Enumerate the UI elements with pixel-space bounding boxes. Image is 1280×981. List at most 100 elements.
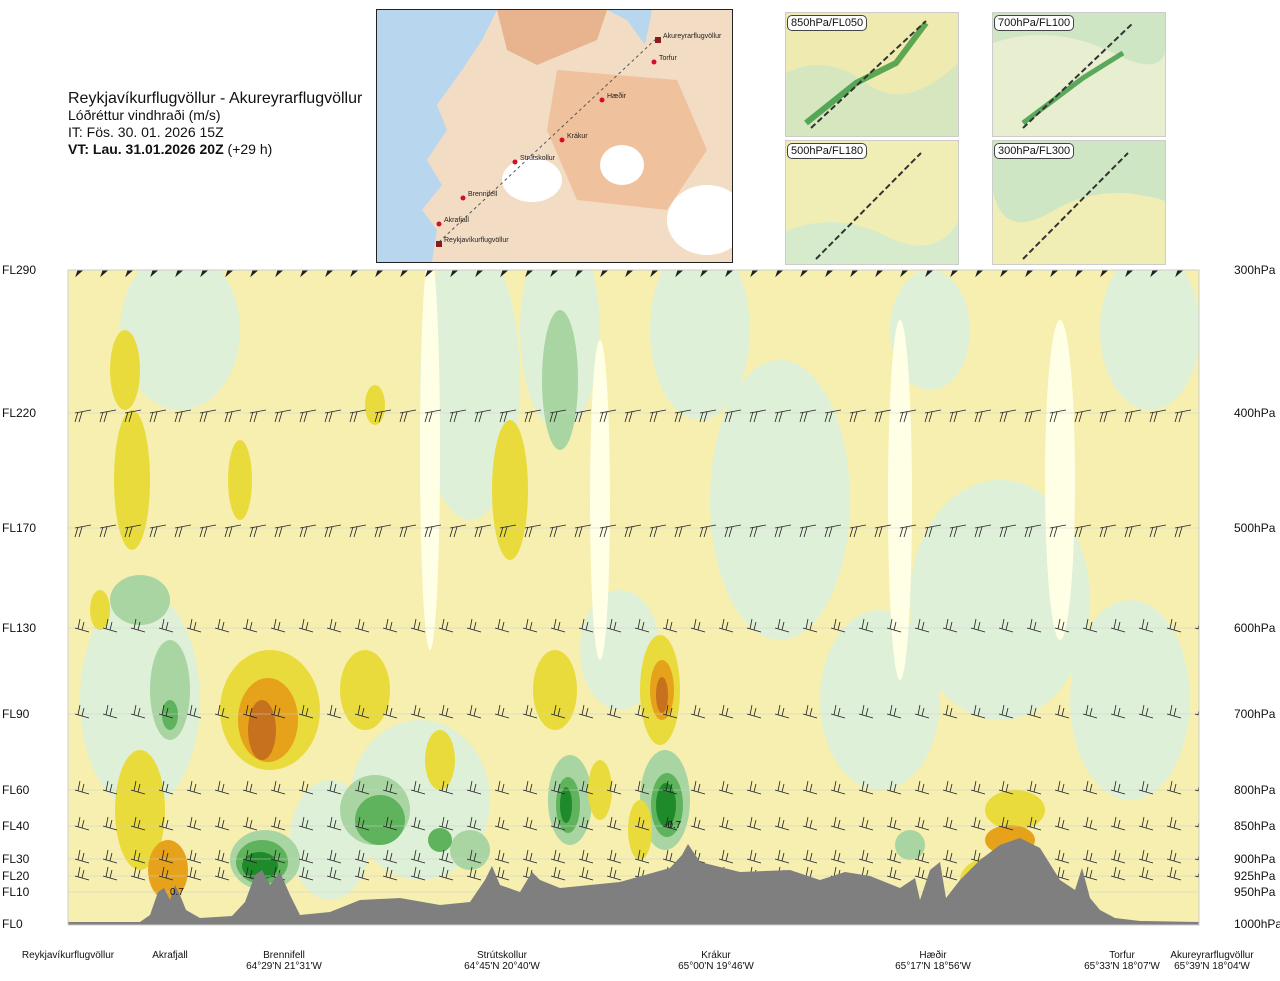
downdraft-max (560, 787, 572, 823)
wind-barb (410, 816, 426, 831)
wind-barb (524, 524, 542, 538)
updraft-moderate (628, 800, 652, 860)
wind-barb (650, 270, 659, 278)
flight-level-label: FL20 (2, 869, 30, 883)
wind-barb (274, 409, 292, 423)
map-point-marker (436, 241, 442, 247)
station-name: Akrafjall (152, 950, 188, 961)
wind-barb (634, 849, 650, 864)
downdraft-moderate (450, 830, 490, 870)
wind-barb (438, 866, 454, 881)
station-name: Krákur (701, 950, 731, 961)
map-point-marker (512, 159, 518, 165)
wind-barb (298, 849, 314, 864)
wind-barb (699, 409, 717, 423)
wind-barb (354, 816, 370, 831)
wind-barb (500, 270, 509, 278)
wind-barb (249, 524, 267, 538)
wind-barb (824, 409, 842, 423)
wind-barb (74, 849, 90, 864)
wind-barb (102, 866, 118, 881)
wind-barb (186, 866, 202, 881)
wind-barb (1110, 849, 1126, 864)
mini-map-svg (786, 13, 958, 136)
wind-barb (494, 618, 510, 633)
wind-barb (382, 816, 398, 831)
wind-barb (186, 780, 202, 795)
wind-barb (802, 816, 818, 831)
wind-barb (225, 270, 234, 278)
wind-barb (974, 524, 992, 538)
wind-barb (775, 270, 784, 278)
map-point-marker (460, 195, 466, 201)
map-point: Brennifell (460, 191, 498, 201)
wind-barb (474, 409, 492, 423)
wind-barb (124, 524, 142, 538)
wind-barb (75, 270, 84, 278)
pressure-level-label: 850hPa (1234, 819, 1276, 833)
map-point-label: Akrafjall (444, 217, 469, 224)
wind-barb (474, 524, 492, 538)
neutral-band (590, 340, 610, 660)
wind-barb (410, 618, 426, 633)
wind-barb (914, 849, 930, 864)
wind-barb (550, 816, 566, 831)
downdraft-zone (120, 270, 240, 410)
map-point-label: Reykjavíkurflugvöllur (444, 237, 509, 244)
wind-barb (186, 849, 202, 864)
downdraft-max (656, 783, 676, 827)
station-label: Akrafjall (110, 950, 230, 961)
station-coords: 65°17'N 18°56'W (895, 961, 971, 972)
wind-barb (949, 409, 967, 423)
map-point-label: Krákur (567, 133, 588, 140)
wind-barb (599, 409, 617, 423)
downdraft-strong (355, 795, 405, 845)
wind-barb (1150, 270, 1159, 278)
wind-barb (830, 816, 846, 831)
wind-barb (425, 270, 434, 278)
station-name: Hæðir (919, 950, 947, 961)
wind-barb (102, 849, 118, 864)
downdraft-moderate (110, 575, 170, 625)
wind-barb (1110, 866, 1126, 881)
wind-barb (130, 849, 146, 864)
flight-level-label: FL290 (2, 263, 37, 277)
wind-barb (298, 704, 314, 719)
pressure-level-label: 900hPa (1234, 852, 1276, 866)
wind-barb (74, 704, 90, 719)
updraft-moderate (228, 440, 252, 520)
station-coords: 65°00'N 19°46'W (678, 961, 754, 972)
wind-barb (399, 524, 417, 538)
mini-field-strong (804, 21, 929, 126)
wind-barb (830, 780, 846, 795)
pressure-level-label: 400hPa (1234, 406, 1276, 420)
wind-barb (326, 618, 342, 633)
wind-barb (624, 409, 642, 423)
wind-barb (949, 524, 967, 538)
wind-barb (802, 780, 818, 795)
wind-barb (858, 849, 874, 864)
wind-barb (799, 409, 817, 423)
map-point: Reykjavíkurflugvöllur (436, 237, 509, 247)
wind-barb (270, 780, 286, 795)
wind-barb (1054, 704, 1070, 719)
wind-barb (690, 780, 706, 795)
wind-barb (774, 409, 792, 423)
map-points: Akureyrarflugvöllur Torfur Hæðir Krákur Strú… (436, 33, 722, 247)
wind-barb (354, 704, 370, 719)
wind-barb (690, 816, 706, 831)
wind-barb (802, 704, 818, 719)
wind-barb (326, 816, 342, 831)
wind-barb (578, 866, 594, 881)
wind-barb (800, 270, 809, 278)
wind-barb (354, 849, 370, 864)
wind-barb (899, 409, 917, 423)
wind-barb (224, 409, 242, 423)
wind-barb (270, 618, 286, 633)
wind-barb (1194, 621, 1199, 630)
wind-barb (1138, 849, 1154, 864)
wind-barb (924, 524, 942, 538)
wind-barb (550, 849, 566, 864)
map-point: Akureyrarflugvöllur (655, 33, 722, 43)
pressure-level-label: 300hPa (1234, 263, 1276, 277)
